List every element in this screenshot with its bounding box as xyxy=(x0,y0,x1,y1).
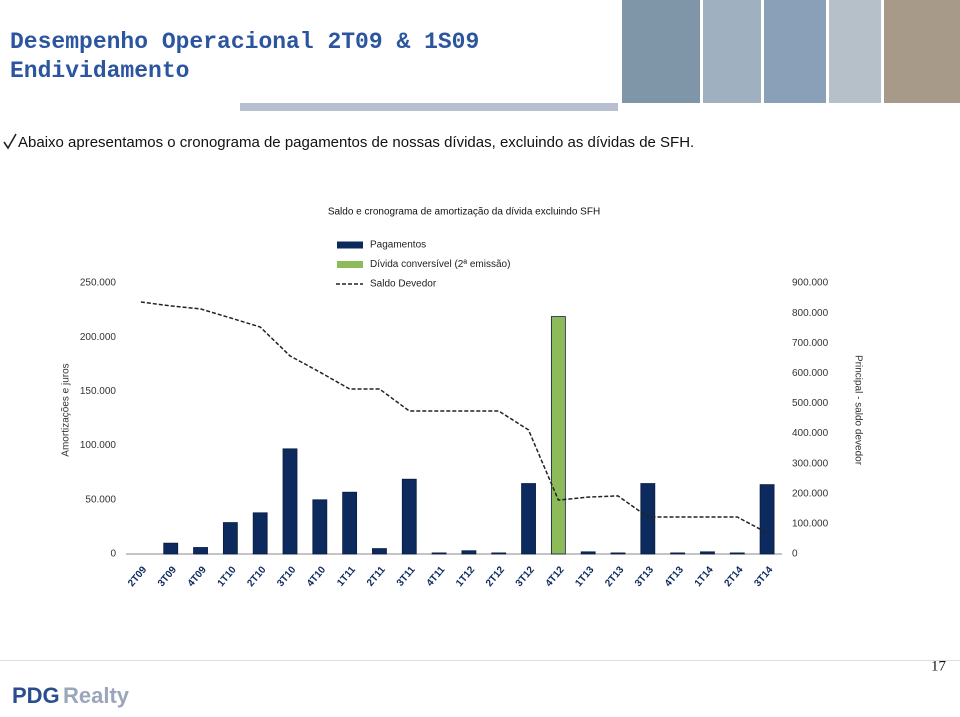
check-icon xyxy=(3,133,17,150)
line xyxy=(140,301,768,534)
x-tick-label: 4T10 xyxy=(305,564,328,589)
bar xyxy=(610,552,626,555)
logo-name: Realty xyxy=(63,683,130,708)
y2-tick-label: 800.000 xyxy=(792,308,829,319)
x-tick-label: 4T09 xyxy=(186,564,209,589)
x-tick-label: 1T12 xyxy=(454,564,477,589)
bar xyxy=(461,550,477,555)
bar xyxy=(193,547,208,555)
x-tick-label: 3T13 xyxy=(633,564,656,589)
bar xyxy=(729,552,745,555)
bar xyxy=(282,448,298,555)
x-tick-label: 1T13 xyxy=(573,564,596,589)
header-bar xyxy=(240,103,618,111)
page-number: 17 xyxy=(931,658,947,674)
y2-tick-label: 0 xyxy=(792,549,798,560)
y-tick-label: 150.000 xyxy=(80,386,117,397)
bar xyxy=(670,552,686,555)
y-tick-label: 0 xyxy=(110,549,116,560)
y-tick-label: 100.000 xyxy=(80,440,117,451)
bar xyxy=(580,551,596,555)
bar xyxy=(222,522,238,555)
x-tick-label: 4T13 xyxy=(663,564,686,589)
bar xyxy=(252,512,268,555)
y2-tick-label: 100.000 xyxy=(792,519,829,530)
legend-label: Saldo Devedor xyxy=(370,279,437,290)
bar xyxy=(759,484,775,555)
x-tick-label: 3T10 xyxy=(275,564,298,589)
logo-brand: PDG xyxy=(12,683,60,708)
y-tick-label: 250.000 xyxy=(80,278,117,289)
bar xyxy=(163,542,179,555)
x-tick-label: 2T14 xyxy=(723,564,746,589)
x-tick-label: 2T10 xyxy=(245,564,268,589)
bar xyxy=(491,552,507,555)
x-tick-label: 4T12 xyxy=(544,564,567,589)
bar xyxy=(521,483,536,555)
bar xyxy=(700,551,715,555)
y-tick-label: 50.000 xyxy=(85,494,116,505)
y-axis-title: Amortizações e juros xyxy=(61,363,72,456)
y2-tick-label: 200.000 xyxy=(792,488,829,499)
photo-strip xyxy=(622,0,960,103)
x-tick-label: 2T13 xyxy=(603,564,626,589)
y2-tick-label: 600.000 xyxy=(792,368,829,379)
slide-subtitle: Endividamento xyxy=(10,58,189,84)
intro-text: Abaixo apresentamos o cronograma de paga… xyxy=(18,134,694,151)
bar xyxy=(550,316,566,555)
y2-axis-title: Principal - saldo devedor xyxy=(852,355,863,466)
legend-label: Dívida conversível (2ª emissão) xyxy=(370,259,510,270)
y2-tick-label: 400.000 xyxy=(792,428,829,439)
x-tick-label: 3T12 xyxy=(514,564,537,589)
chart-title: Saldo e cronograma de amortização da dív… xyxy=(328,207,600,218)
bar xyxy=(342,491,358,555)
x-tick-label: 2T09 xyxy=(126,564,149,589)
y2-tick-label: 300.000 xyxy=(792,458,829,469)
x-tick-label: 2T11 xyxy=(365,564,388,588)
bar xyxy=(312,499,328,555)
legend-swatch xyxy=(337,261,363,268)
x-tick-label: 3T11 xyxy=(395,564,418,588)
bar xyxy=(640,483,656,555)
x-tick-label: 3T14 xyxy=(752,564,775,589)
x-tick-label: 1T14 xyxy=(693,564,716,589)
y2-tick-label: 900.000 xyxy=(792,278,829,289)
y2-tick-label: 700.000 xyxy=(792,338,829,349)
x-tick-label: 4T11 xyxy=(425,564,448,588)
x-tick-label: 2T12 xyxy=(484,564,507,589)
x-tick-label: 1T11 xyxy=(335,564,358,588)
bar xyxy=(401,478,417,555)
x-tick-label: 3T09 xyxy=(156,564,179,589)
legend-swatch xyxy=(337,241,363,249)
slide-title: Desempenho Operacional 2T09 & 1S09 xyxy=(10,29,479,55)
y-tick-label: 200.000 xyxy=(80,332,117,343)
bar xyxy=(431,552,447,555)
legend-label: Pagamentos xyxy=(370,240,426,251)
bar xyxy=(372,548,387,555)
y2-tick-label: 500.000 xyxy=(792,398,829,409)
x-tick-label: 1T10 xyxy=(216,564,239,589)
footer-rule xyxy=(0,660,960,661)
